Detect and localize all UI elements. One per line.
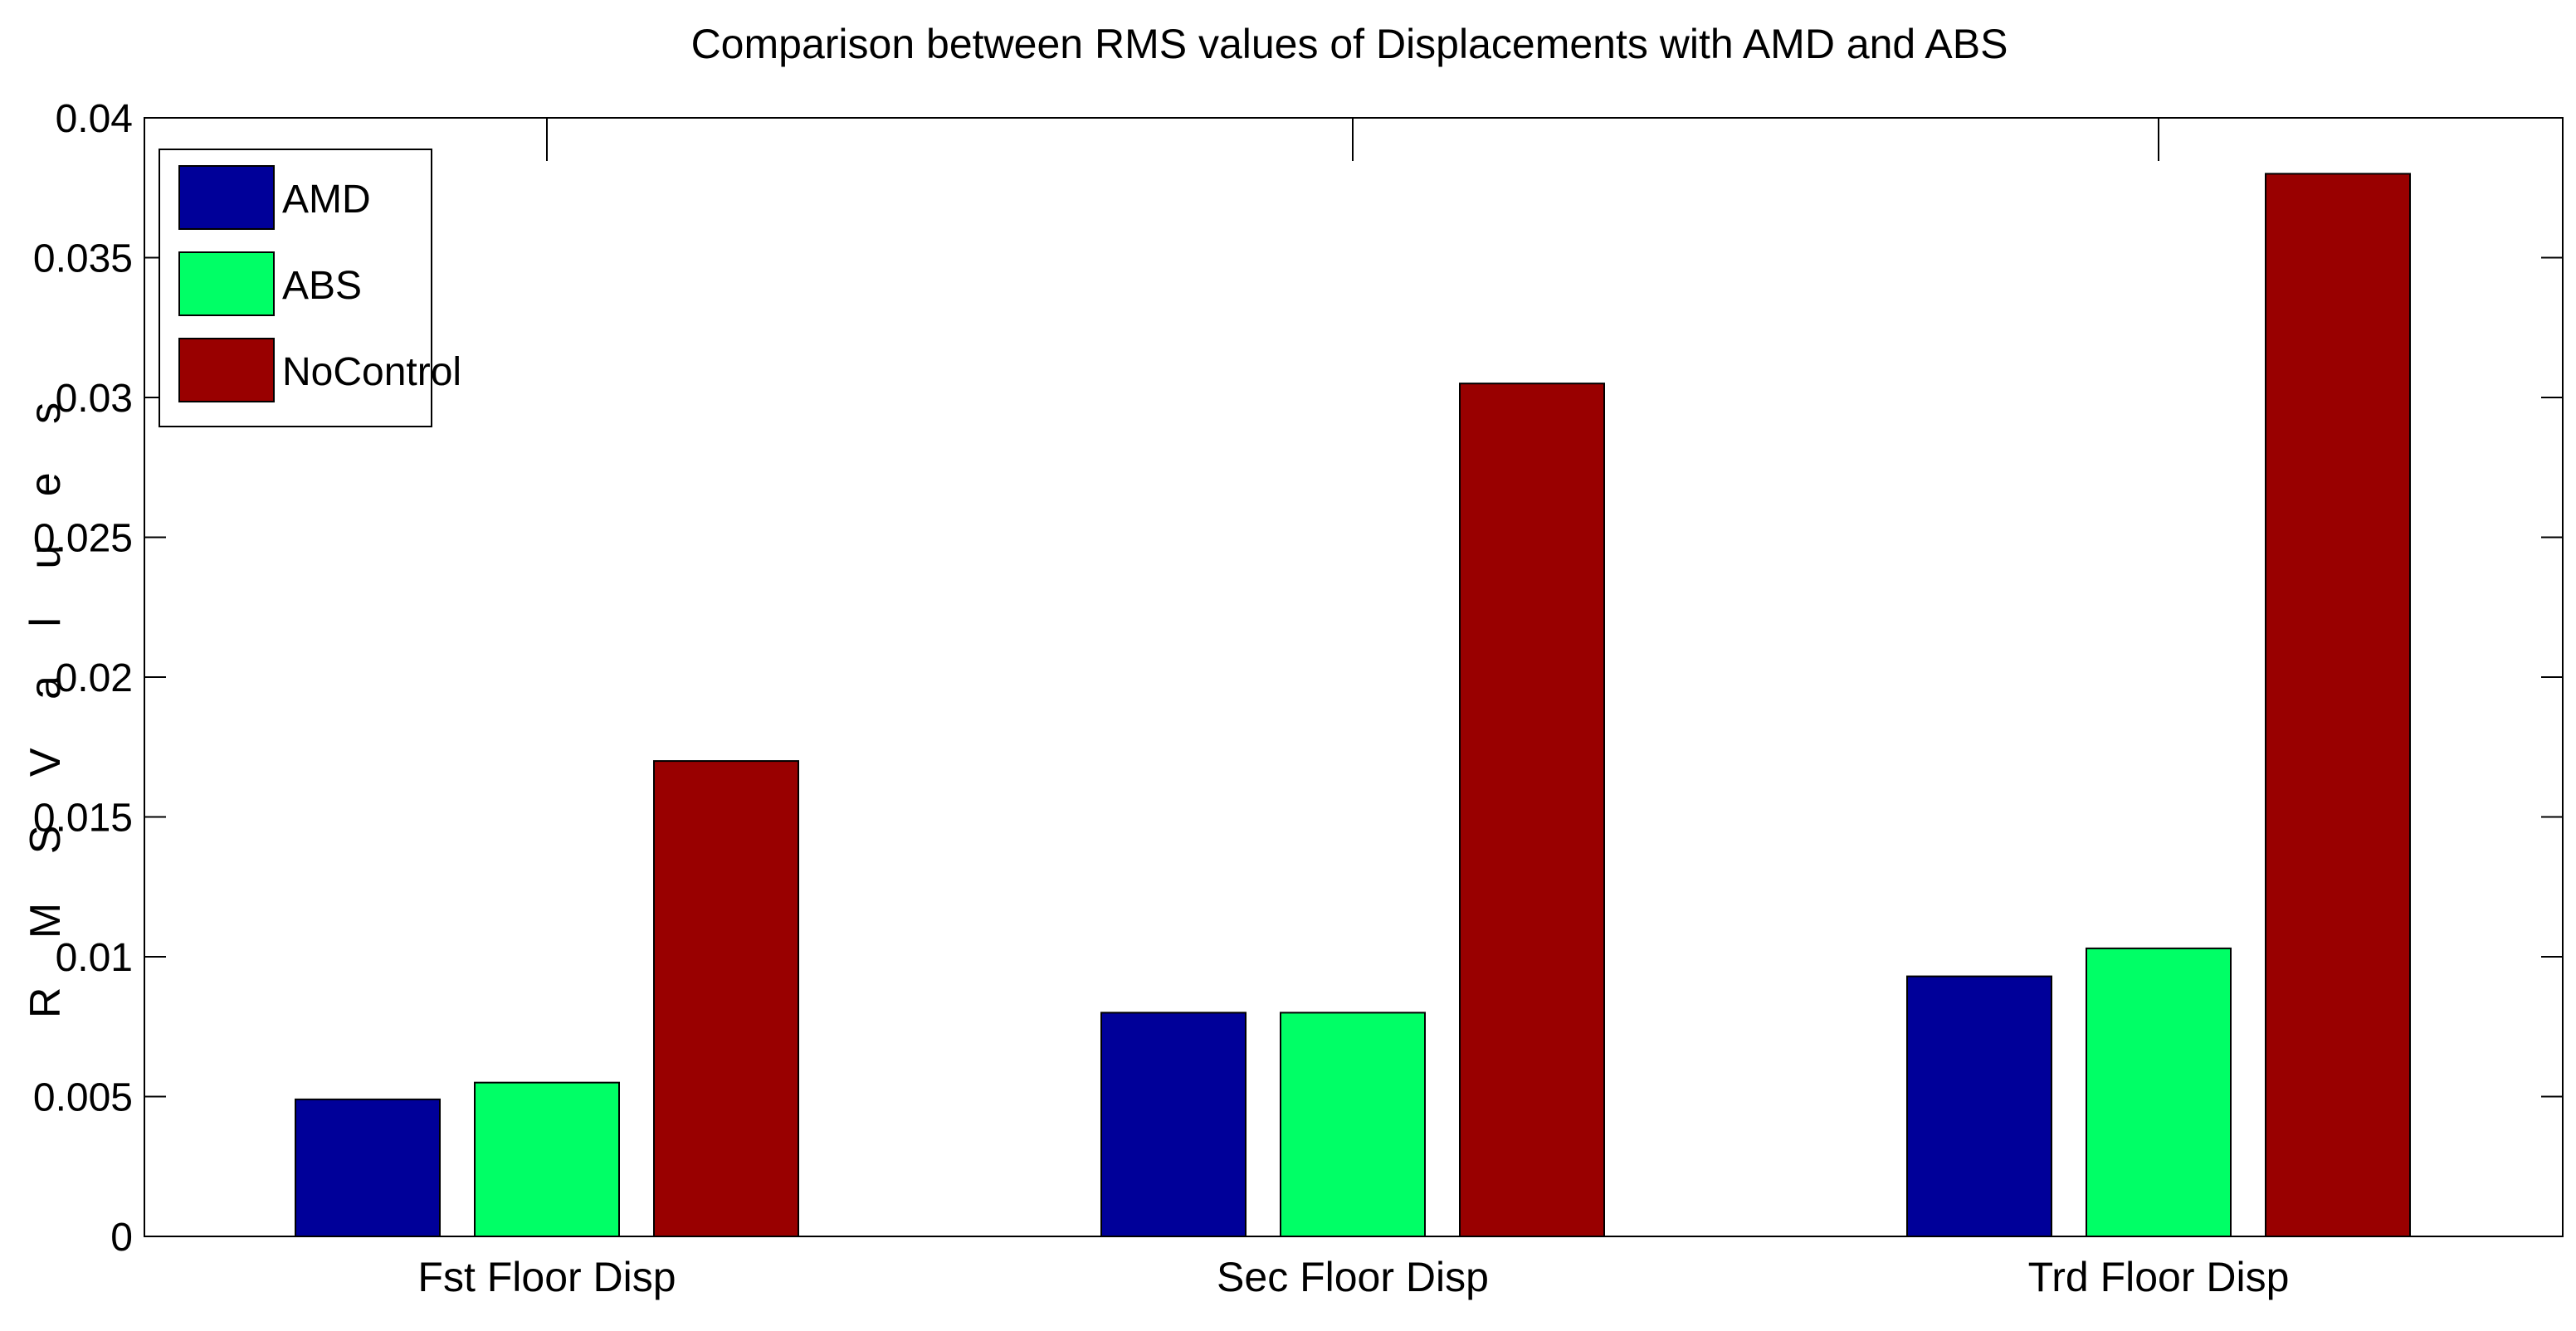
- y-tick-label: 0.025: [33, 517, 133, 561]
- chart-title: Comparison between RMS values of Displac…: [691, 21, 2008, 67]
- legend: AMD ABS NoControl: [159, 149, 461, 427]
- legend-swatch: [179, 252, 274, 315]
- y-tick-label: 0.035: [33, 237, 133, 281]
- y-tick-label: 0.015: [33, 797, 133, 841]
- legend-label: NoControl: [282, 350, 461, 394]
- bar-amd: [1101, 1012, 1246, 1236]
- legend-swatch: [179, 339, 274, 402]
- bar-amd: [295, 1099, 440, 1236]
- bar-nocontrol: [654, 761, 798, 1236]
- bar-abs: [1281, 1012, 1425, 1236]
- bars: [295, 173, 2410, 1236]
- bar-abs: [475, 1083, 619, 1236]
- bar-amd: [1907, 977, 2052, 1236]
- x-tick-label: Trd Floor Disp: [2028, 1254, 2290, 1300]
- y-tick-label: 0.02: [56, 656, 133, 700]
- y-tick-label: 0.03: [56, 377, 133, 421]
- bar-abs: [2086, 948, 2231, 1236]
- y-tick-label: 0.01: [56, 936, 133, 980]
- x-tick-label: Sec Floor Disp: [1217, 1254, 1489, 1300]
- bar-nocontrol: [2266, 173, 2410, 1236]
- legend-swatch: [179, 166, 274, 229]
- legend-label: AMD: [282, 178, 371, 222]
- legend-label: ABS: [282, 264, 362, 308]
- y-tick-label: 0: [110, 1216, 133, 1260]
- y-axis-label: R M S V a l u e s: [22, 384, 70, 1018]
- x-tick-label: Fst Floor Disp: [417, 1254, 676, 1300]
- y-tick-label: 0.04: [56, 97, 133, 141]
- bar-nocontrol: [1460, 383, 1604, 1236]
- y-tick-label: 0.005: [33, 1076, 133, 1120]
